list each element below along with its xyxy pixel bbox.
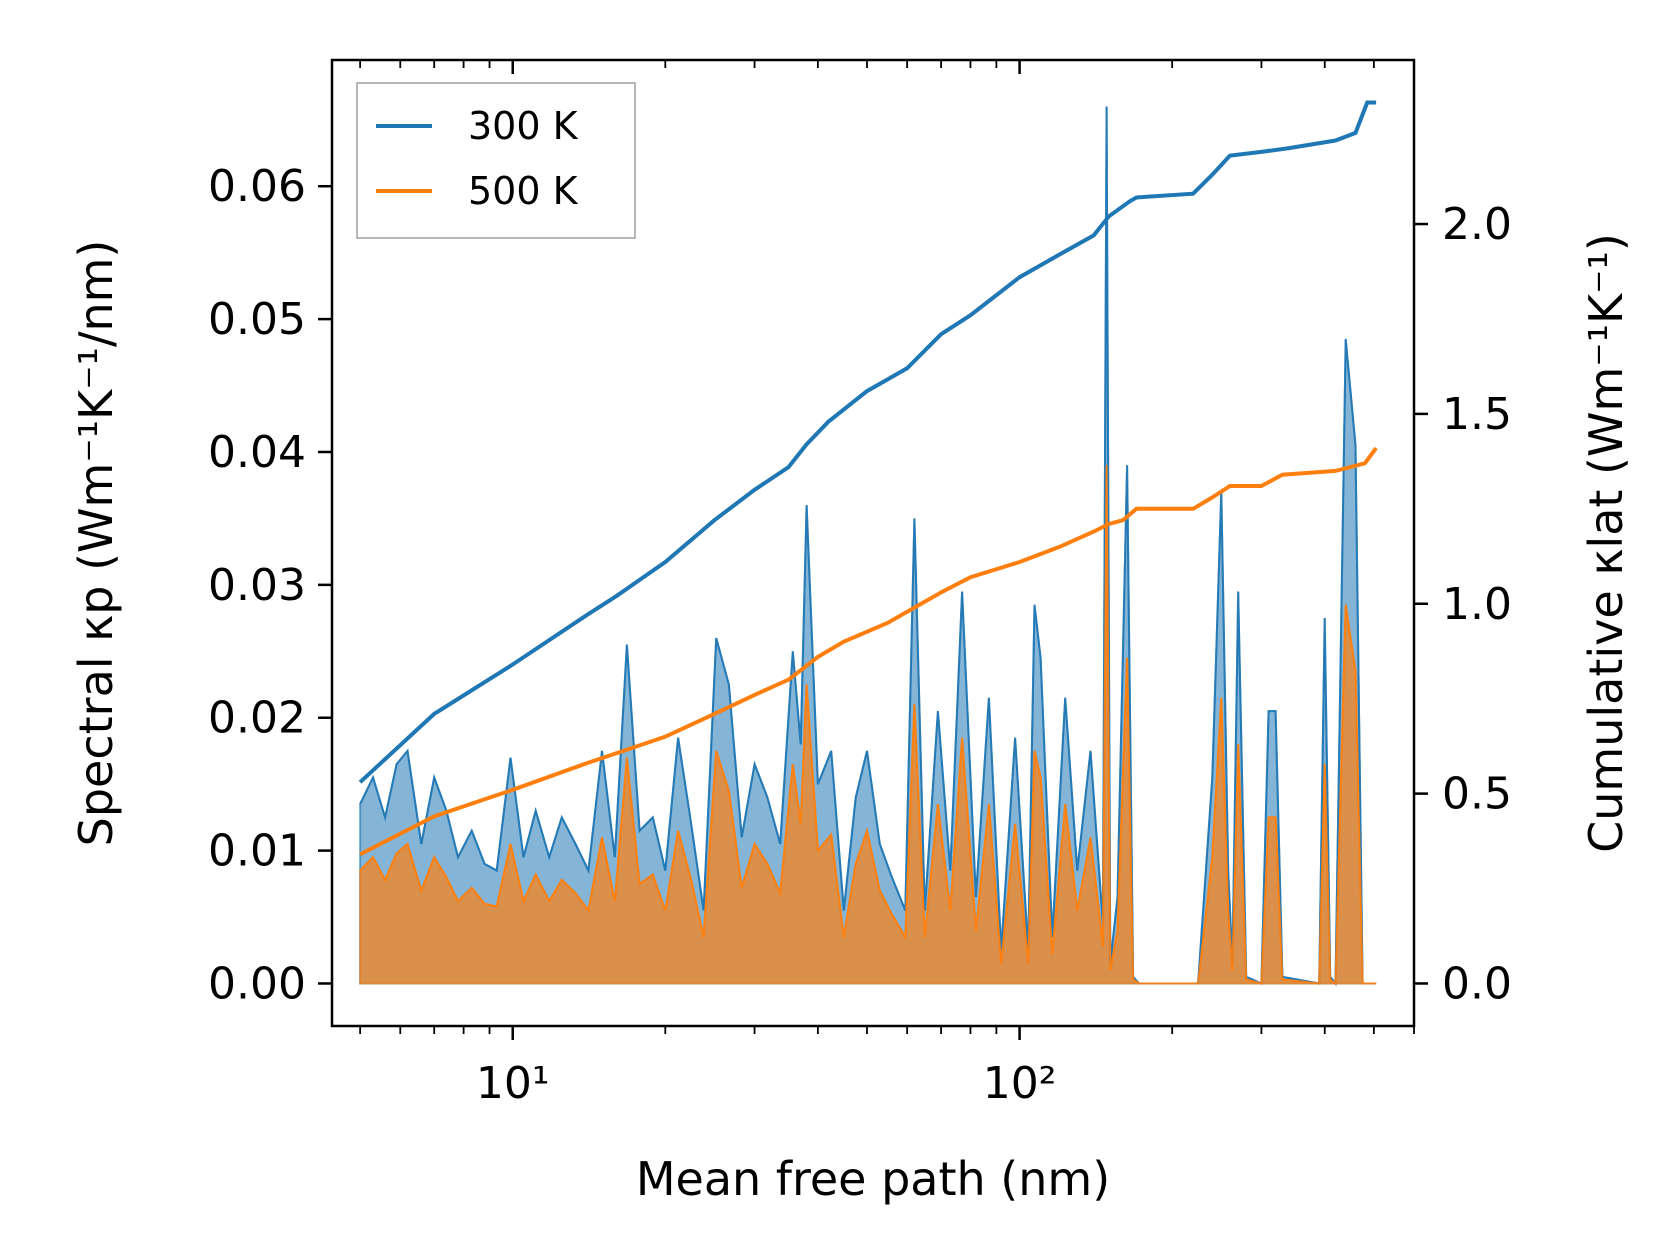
y-right-tick-label: 0.0 xyxy=(1442,958,1512,1009)
y-axis-right-label: Cumulative κlat (Wm⁻¹K⁻¹) xyxy=(1579,233,1633,853)
spectral-line-500k xyxy=(359,465,1377,986)
x-tick-label: 10¹ xyxy=(476,1058,550,1109)
y-left-tick-label: 0.03 xyxy=(208,560,306,611)
y-right-tick-label: 2.0 xyxy=(1442,199,1512,250)
y-right-tick-label: 1.5 xyxy=(1442,389,1512,440)
y-left-tick-label: 0.01 xyxy=(208,826,306,877)
plot-frame xyxy=(330,58,1416,1028)
cumulative-line-300k xyxy=(358,100,1377,784)
x-axis-label: Mean free path (nm) xyxy=(636,1152,1110,1206)
y-left-tick-label: 0.00 xyxy=(208,958,306,1009)
y-right-tick-label: 1.0 xyxy=(1442,579,1512,630)
spectral-line-300k xyxy=(359,106,1377,987)
legend-label-500k: 500 K xyxy=(468,169,579,213)
y-axis-left-label: Spectral κp (Wm⁻¹K⁻¹/nm) xyxy=(69,240,123,847)
legend-frame xyxy=(356,82,636,239)
y-left-tick-label: 0.04 xyxy=(208,427,306,478)
cumulative-lines xyxy=(358,100,1378,857)
y-left-tick-label: 0.05 xyxy=(208,294,306,345)
legend: 300 K 500 K xyxy=(356,82,636,239)
y-left-tick-label: 0.02 xyxy=(208,693,306,744)
cumulative-line-500k xyxy=(359,446,1378,857)
y-right-tick-label: 0.5 xyxy=(1442,769,1512,820)
y-left-tick-label: 0.06 xyxy=(208,161,306,212)
legend-label-300k: 300 K xyxy=(468,104,579,148)
x-tick-label: 10² xyxy=(983,1058,1057,1109)
axis-ticks: 0.00 0.01 0.02 0.03 0.04 0.05 0.06 0.0 0.5 1.0 1.5… xyxy=(208,60,1512,1109)
spectral-lines xyxy=(359,106,1377,987)
